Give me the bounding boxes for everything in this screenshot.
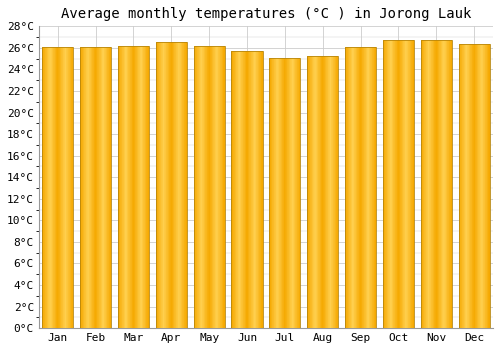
Bar	[458, 43, 490, 328]
Bar	[80, 47, 111, 328]
Bar	[345, 47, 376, 328]
Bar	[194, 46, 224, 328]
Bar	[232, 51, 262, 328]
Bar	[270, 57, 300, 328]
Bar	[156, 42, 187, 328]
Bar	[307, 56, 338, 328]
Bar	[421, 40, 452, 328]
Bar	[42, 47, 74, 328]
Bar	[118, 46, 149, 328]
Bar	[383, 40, 414, 328]
Title: Average monthly temperatures (°C ) in Jorong Lauk: Average monthly temperatures (°C ) in Jo…	[60, 7, 471, 21]
